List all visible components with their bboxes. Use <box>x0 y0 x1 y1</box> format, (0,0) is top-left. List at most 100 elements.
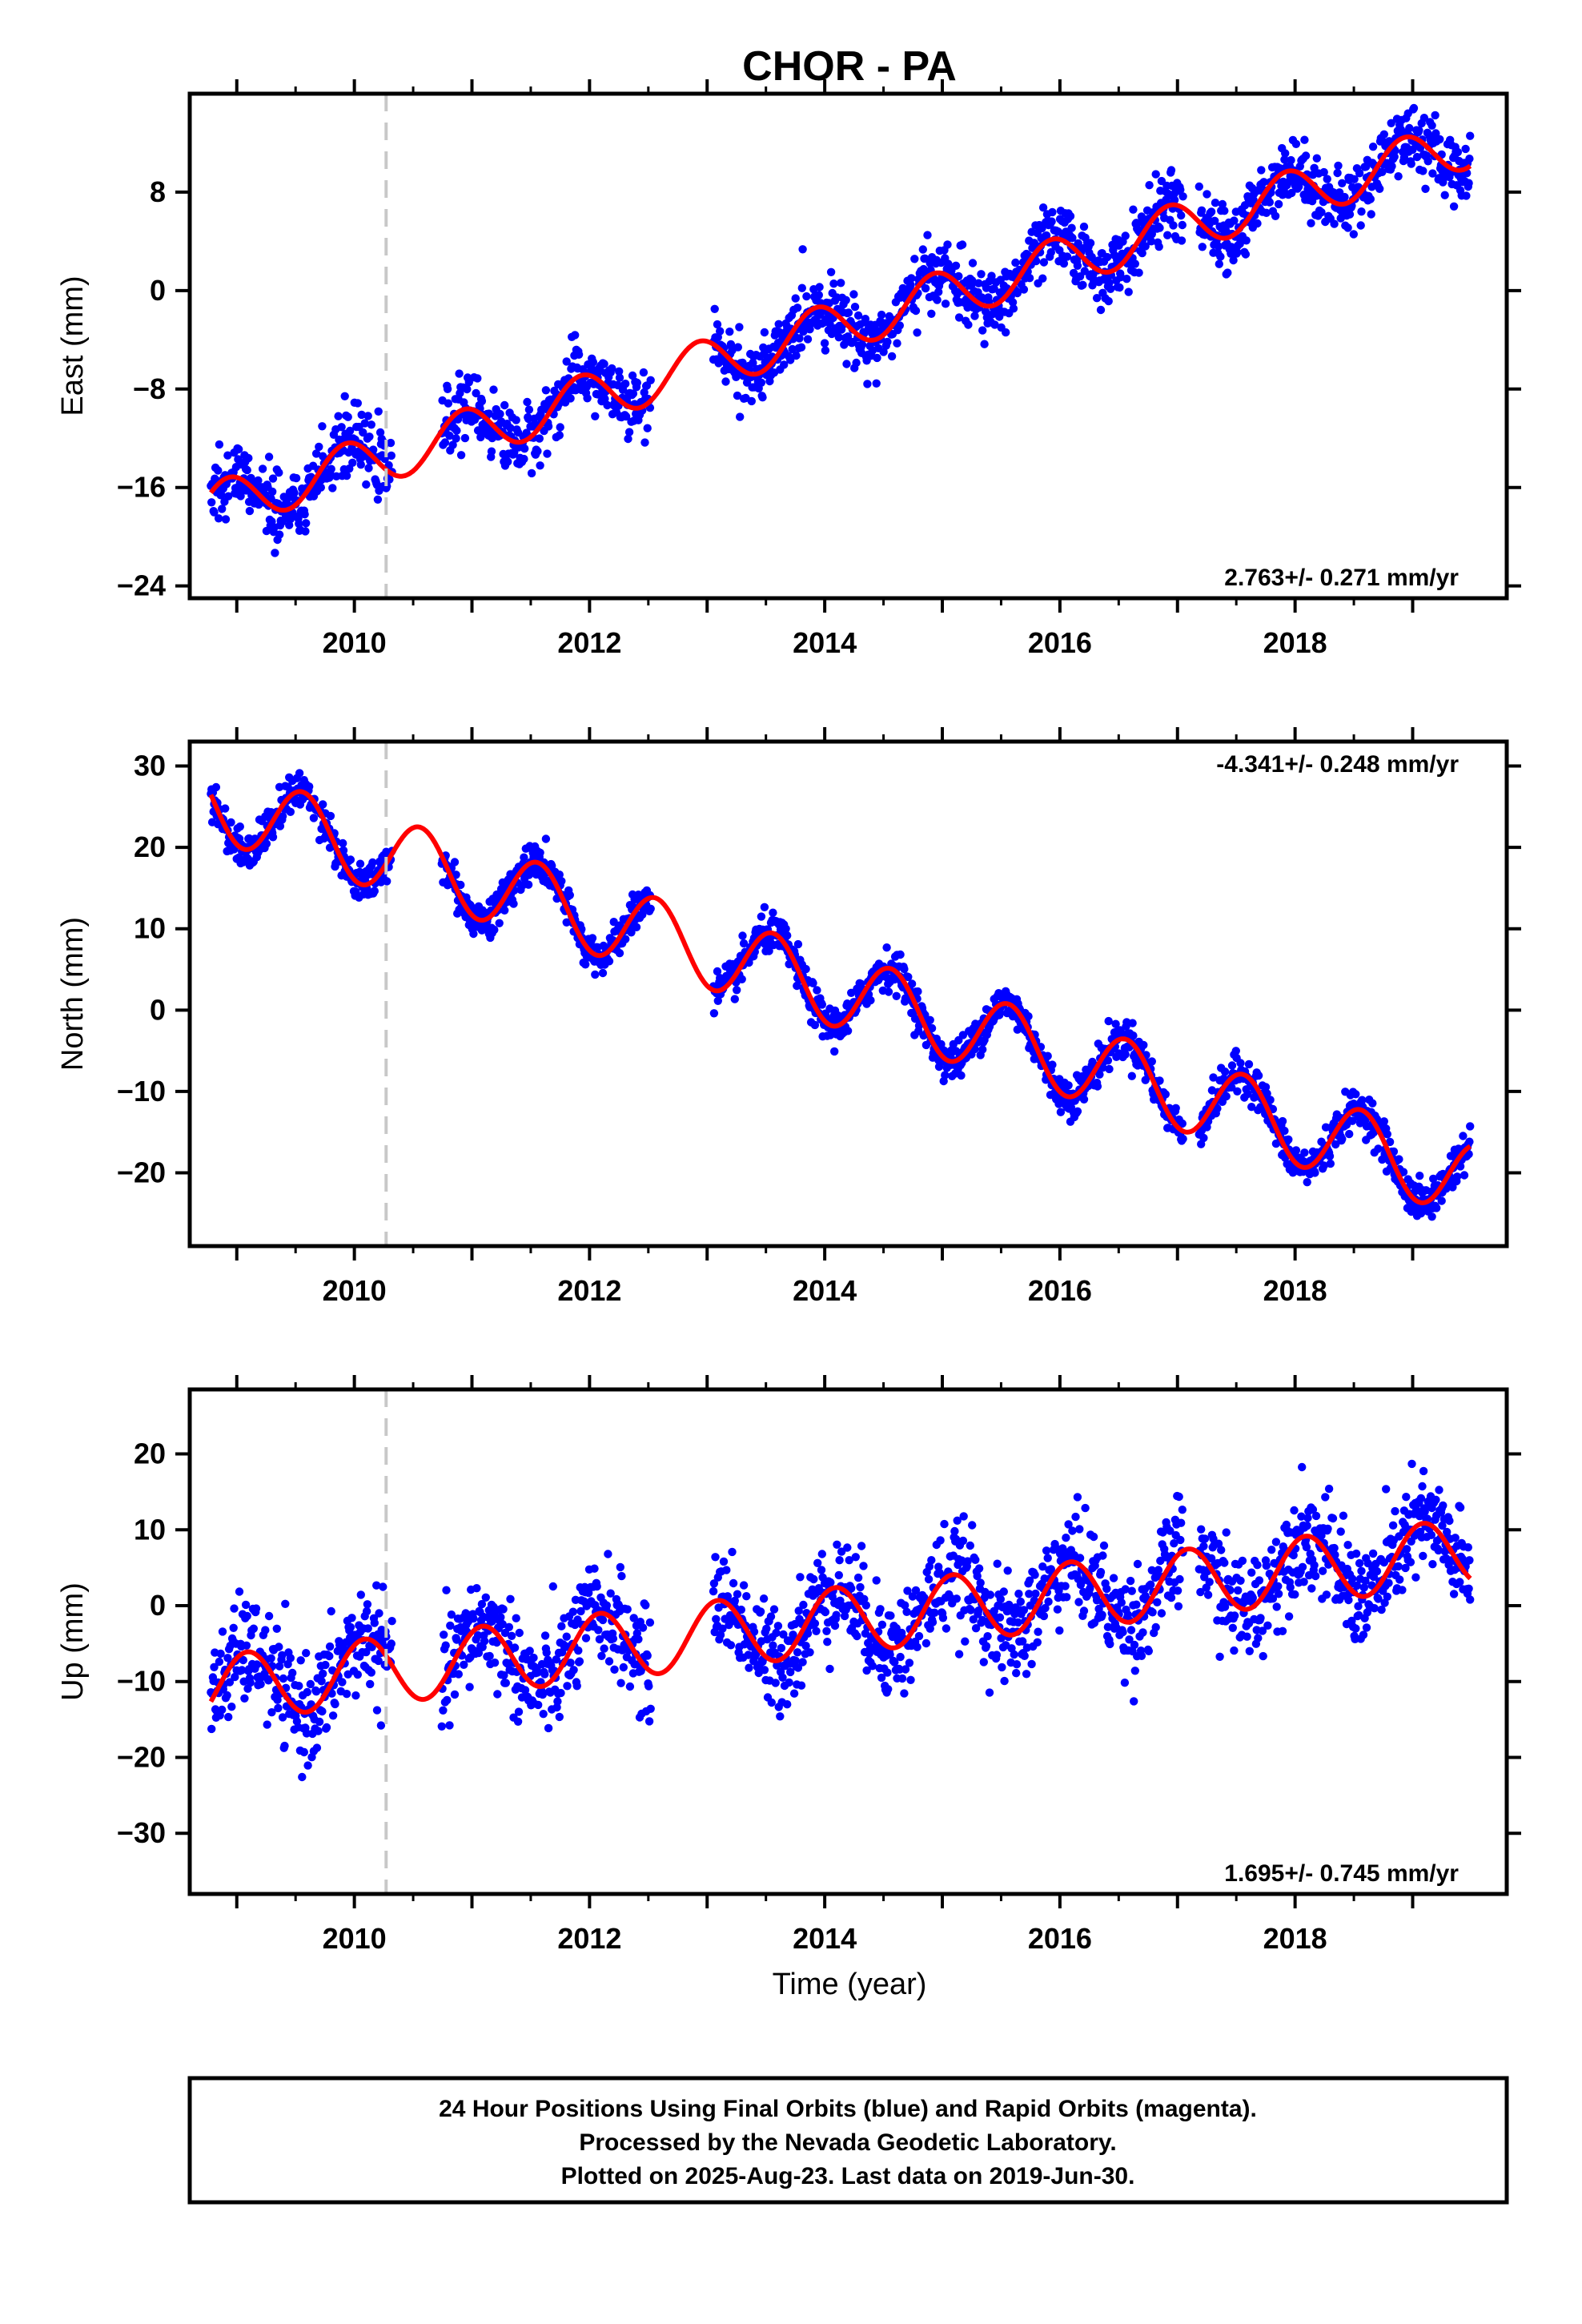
up-position-point <box>540 1631 550 1640</box>
east-position-point <box>1134 268 1143 277</box>
north-position-point <box>1460 1171 1469 1180</box>
east-x-tick-label: 2014 <box>793 626 857 659</box>
east-position-point <box>556 423 564 432</box>
east-position-point <box>214 514 223 523</box>
east-position-point <box>624 428 634 436</box>
up-position-point <box>859 1562 868 1570</box>
up-position-point <box>328 1711 338 1720</box>
north-position-point <box>978 1045 987 1054</box>
east-position-point <box>850 303 860 312</box>
north-position-point <box>1280 1126 1289 1136</box>
east-axis-label: East (mm) <box>56 275 90 416</box>
east-position-point <box>1407 159 1415 168</box>
east-position-point <box>814 291 823 300</box>
east-position-point <box>1242 236 1251 245</box>
up-position-point <box>223 1691 231 1700</box>
up-position-point <box>966 1541 975 1550</box>
up-position-point <box>548 1582 557 1591</box>
up-position-point <box>999 1587 1009 1596</box>
east-position-point <box>302 519 311 528</box>
north-position-point <box>1300 1148 1309 1157</box>
east-position-point <box>1038 274 1047 283</box>
up-position-point <box>1014 1618 1022 1627</box>
up-position-point <box>513 1717 523 1726</box>
east-position-point <box>1449 202 1459 211</box>
east-position-point <box>849 290 858 299</box>
east-position-point <box>643 424 652 432</box>
up-position-point <box>798 1658 807 1667</box>
up-position-point <box>1073 1493 1082 1502</box>
up-position-point <box>281 1599 290 1609</box>
north-position-point <box>1079 1095 1089 1104</box>
east-position-point <box>821 346 830 355</box>
up-position-point <box>938 1614 948 1622</box>
north-position-point <box>1427 1212 1436 1221</box>
up-position-point <box>263 1720 271 1729</box>
up-position-point <box>872 1576 881 1585</box>
north-position-point <box>1351 1090 1360 1099</box>
up-position-point <box>1079 1606 1089 1615</box>
up-position-point <box>597 1651 606 1660</box>
east-position-point <box>506 424 515 432</box>
north-position-point <box>769 908 777 917</box>
up-position-point <box>1130 1697 1138 1706</box>
up-position-point <box>251 1604 261 1613</box>
up-position-point <box>1200 1534 1210 1543</box>
up-position-point <box>900 1689 909 1698</box>
up-position-point <box>883 1668 892 1677</box>
east-position-point <box>640 438 649 447</box>
up-position-point <box>884 1685 893 1694</box>
east-position-point <box>774 320 783 328</box>
up-position-point <box>1031 1589 1040 1598</box>
east-position-point <box>733 391 742 400</box>
up-position-point <box>367 1668 375 1677</box>
north-position-point <box>368 858 377 867</box>
east-position-point <box>1086 239 1095 247</box>
east-position-point <box>1387 162 1396 171</box>
north-position-point <box>941 1071 950 1080</box>
north-position-point <box>646 904 655 914</box>
east-position-point <box>615 373 624 382</box>
up-position-point <box>362 1606 371 1616</box>
east-position-point <box>863 380 872 388</box>
up-position-point <box>1003 1566 1012 1575</box>
east-position-point <box>910 255 919 263</box>
up-position-point <box>315 1717 324 1727</box>
east-position-point <box>829 279 838 288</box>
up-position-point <box>1166 1593 1176 1602</box>
east-position-point <box>218 505 227 513</box>
up-position-point <box>376 1721 386 1730</box>
east-position-point <box>820 339 829 348</box>
up-position-point <box>562 1632 571 1641</box>
east-position-point <box>343 412 352 421</box>
up-position-point <box>1062 1593 1071 1602</box>
north-position-point <box>524 880 533 889</box>
east-position-point <box>271 549 279 557</box>
up-position-point <box>314 1727 323 1735</box>
up-position-point <box>1130 1640 1139 1650</box>
up-position-point <box>952 1594 962 1603</box>
east-position-point <box>632 378 641 388</box>
up-position-point <box>454 1670 463 1679</box>
up-position-point <box>1081 1503 1090 1513</box>
north-y-tick-label: −20 <box>117 1156 166 1189</box>
up-position-point <box>347 1614 356 1622</box>
east-position-point <box>207 498 216 507</box>
east-position-point <box>536 461 544 470</box>
north-position-point <box>1128 1019 1137 1027</box>
up-position-point <box>346 1622 355 1632</box>
east-x-tick-label: 2018 <box>1263 626 1327 659</box>
east-position-point <box>566 394 575 403</box>
up-position-point <box>886 1611 895 1620</box>
east-position-point <box>791 294 800 303</box>
east-position-point <box>1102 252 1112 262</box>
up-position-point <box>927 1556 936 1565</box>
north-position-point <box>738 931 747 940</box>
up-position-point <box>638 1623 648 1632</box>
up-position-point <box>230 1604 239 1613</box>
up-position-point <box>1178 1506 1187 1514</box>
up-position-point <box>1118 1627 1127 1637</box>
up-position-point <box>1126 1626 1136 1634</box>
north-position-point <box>1231 1047 1241 1055</box>
